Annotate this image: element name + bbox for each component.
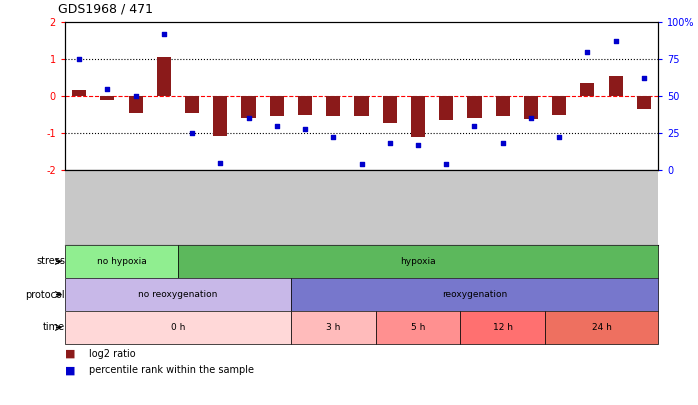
Text: no hypoxia: no hypoxia — [96, 257, 147, 266]
Point — [158, 31, 170, 37]
Text: stress: stress — [36, 256, 65, 266]
Bar — [242, 96, 255, 118]
Text: protocol: protocol — [25, 290, 65, 300]
Bar — [65, 311, 291, 344]
Bar — [298, 96, 312, 115]
Bar — [580, 83, 595, 96]
Bar — [461, 311, 545, 344]
Point — [582, 48, 593, 55]
Bar — [637, 96, 651, 109]
Bar — [72, 90, 86, 96]
Bar — [609, 76, 623, 96]
Bar — [376, 311, 461, 344]
Bar — [552, 96, 566, 115]
Point — [327, 134, 339, 141]
Point — [413, 142, 424, 148]
Text: ■: ■ — [65, 349, 75, 359]
Text: time: time — [43, 322, 65, 333]
Point — [638, 75, 649, 81]
Text: 12 h: 12 h — [493, 323, 513, 332]
Point — [272, 122, 283, 129]
Point — [384, 140, 395, 147]
Point — [440, 161, 452, 167]
Text: no reoxygenation: no reoxygenation — [138, 290, 218, 299]
Point — [243, 115, 254, 122]
Bar — [326, 96, 341, 116]
Text: 5 h: 5 h — [411, 323, 425, 332]
Bar — [214, 96, 228, 136]
Bar — [291, 278, 658, 311]
Bar — [65, 278, 291, 311]
Text: 3 h: 3 h — [326, 323, 341, 332]
Bar — [383, 96, 396, 123]
Point — [102, 85, 113, 92]
Text: 0 h: 0 h — [171, 323, 185, 332]
Point — [130, 93, 141, 99]
Bar — [291, 311, 376, 344]
Bar — [269, 96, 284, 116]
Text: GDS1968 / 471: GDS1968 / 471 — [58, 3, 153, 16]
Text: 24 h: 24 h — [592, 323, 611, 332]
Point — [554, 134, 565, 141]
Text: ■: ■ — [65, 365, 75, 375]
Bar — [178, 245, 658, 278]
Bar — [545, 311, 658, 344]
Bar — [468, 96, 482, 118]
Point — [610, 38, 621, 45]
Point — [186, 130, 198, 136]
Text: reoxygenation: reoxygenation — [442, 290, 507, 299]
Bar — [157, 57, 171, 96]
Bar — [411, 96, 425, 137]
Bar — [355, 96, 369, 116]
Bar — [524, 96, 538, 119]
Text: percentile rank within the sample: percentile rank within the sample — [89, 365, 255, 375]
Bar — [128, 96, 142, 113]
Bar — [439, 96, 453, 120]
Bar — [185, 96, 199, 113]
Point — [73, 56, 84, 62]
Bar — [101, 96, 114, 100]
Text: hypoxia: hypoxia — [400, 257, 436, 266]
Point — [356, 161, 367, 167]
Point — [497, 140, 508, 147]
Bar — [496, 96, 510, 116]
Point — [469, 122, 480, 129]
Point — [299, 125, 311, 132]
Point — [526, 115, 537, 122]
Point — [215, 159, 226, 166]
Text: log2 ratio: log2 ratio — [89, 349, 136, 359]
Bar — [65, 245, 178, 278]
